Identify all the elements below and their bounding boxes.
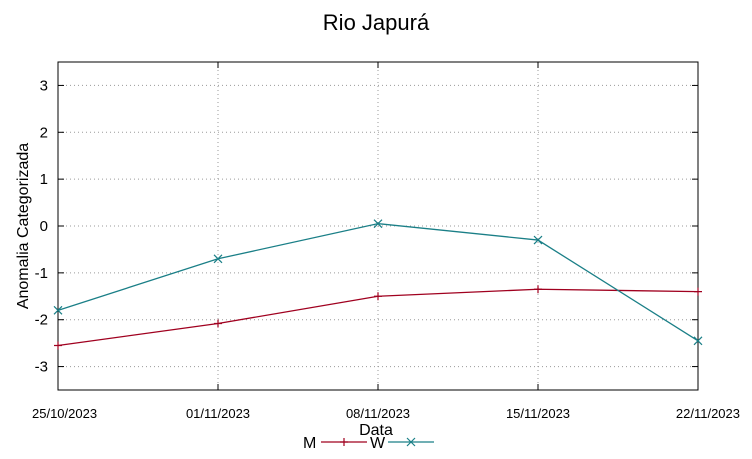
x-tick-label: 08/11/2023 [346, 406, 410, 421]
data-point-m [374, 292, 382, 301]
grid-lines [58, 62, 698, 390]
chart-title: Rio Japurá [323, 10, 430, 35]
x-tick-label: 25/10/2023 [32, 406, 97, 421]
legend-label-m: M [303, 435, 316, 452]
series-m [54, 285, 702, 350]
legend-label-w: W [370, 435, 386, 452]
y-tick-label: -2 [35, 312, 48, 329]
data-point-w [533, 235, 543, 245]
x-axis-label: Data [359, 422, 393, 439]
data-point-w [693, 336, 703, 346]
y-tick-label: 2 [40, 124, 48, 141]
y-axis-ticks: 3 2 1 0 -1 -2 -3 [35, 77, 698, 376]
y-tick-label: 3 [40, 77, 48, 94]
series-w [53, 219, 703, 346]
y-axis-label: Anomalia Categorizada [15, 143, 32, 309]
legend-entry-w: W [370, 435, 434, 452]
data-point-m [54, 341, 62, 350]
data-point-m [534, 285, 542, 294]
y-tick-label: 0 [40, 218, 48, 235]
data-point-m [214, 319, 222, 328]
y-tick-label: -1 [35, 265, 48, 282]
y-tick-label: 1 [40, 171, 48, 188]
series-layer [53, 219, 703, 350]
legend-marker-w [406, 437, 416, 447]
data-point-m [694, 287, 702, 296]
data-point-w [53, 305, 63, 315]
x-tick-label: 22/11/2023 [676, 406, 740, 421]
x-axis-ticks: 25/10/2023 01/11/2023 08/11/2023 15/11/2023… [32, 62, 740, 421]
x-tick-label: 15/11/2023 [506, 406, 570, 421]
data-point-w [373, 219, 383, 229]
legend-marker-m [340, 438, 348, 446]
legend-entry-m: M [303, 435, 367, 452]
y-tick-label: -3 [35, 359, 48, 376]
data-point-w [213, 254, 223, 264]
x-tick-label: 01/11/2023 [186, 406, 250, 421]
